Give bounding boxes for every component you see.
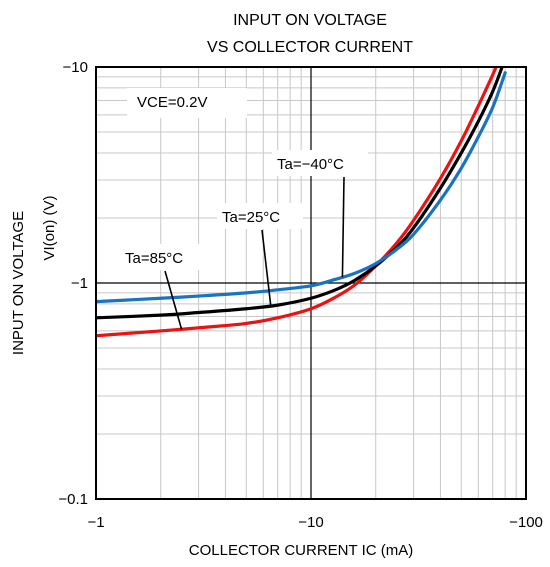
annotation-leader-2: [341, 176, 345, 278]
condition-label-box: [127, 88, 247, 118]
leader-layer: [164, 176, 345, 330]
annotation-label-ta-40: Ta=−40°C: [277, 156, 344, 173]
y-tick-label-0: −0.1: [58, 491, 88, 508]
annotation-box-ta25: [217, 203, 303, 229]
tick-labels: −1 −10 −100 −0.1 −1 −10: [58, 59, 543, 531]
plot-border: [95, 66, 527, 500]
series-line-ta-85-c: [96, 67, 498, 338]
y-axis-label-line-1: INPUT ON VOLTAGE: [10, 211, 27, 355]
annotation-leader-0: [164, 270, 183, 330]
series-line-ta-40-c: [96, 71, 507, 304]
x-axis-label: COLLECTOR CURRENT IC (mA): [189, 542, 413, 559]
x-tick-label-1: −10: [298, 514, 323, 531]
x-tick-label-0: −1: [87, 514, 104, 531]
y-tick-label-2: −10: [63, 59, 88, 76]
y-tick-label-1: −1: [71, 275, 88, 292]
annotation-label-ta25: Ta=25°C: [222, 209, 280, 226]
condition-label: VCE=0.2V: [137, 94, 207, 111]
series-line-ta-25-c: [96, 67, 504, 320]
series-layer: [96, 67, 507, 338]
x-tick-label-2: −100: [509, 514, 543, 531]
annotation-box-ta-40: [272, 150, 368, 176]
annotation-leader-1: [261, 229, 272, 307]
chart-title-line-1: INPUT ON VOLTAGE: [233, 12, 387, 29]
label-boxes: [120, 88, 368, 270]
annotation-label-ta85: Ta=85°C: [125, 250, 183, 267]
y-axis-label-line-2: VI(on) (V): [41, 195, 58, 260]
chart-title-line-2: VS COLLECTOR CURRENT: [207, 39, 413, 56]
annotation-box-ta85: [120, 244, 208, 270]
